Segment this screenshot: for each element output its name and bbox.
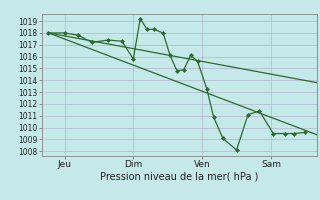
- X-axis label: Pression niveau de la mer( hPa ): Pression niveau de la mer( hPa ): [100, 172, 258, 182]
